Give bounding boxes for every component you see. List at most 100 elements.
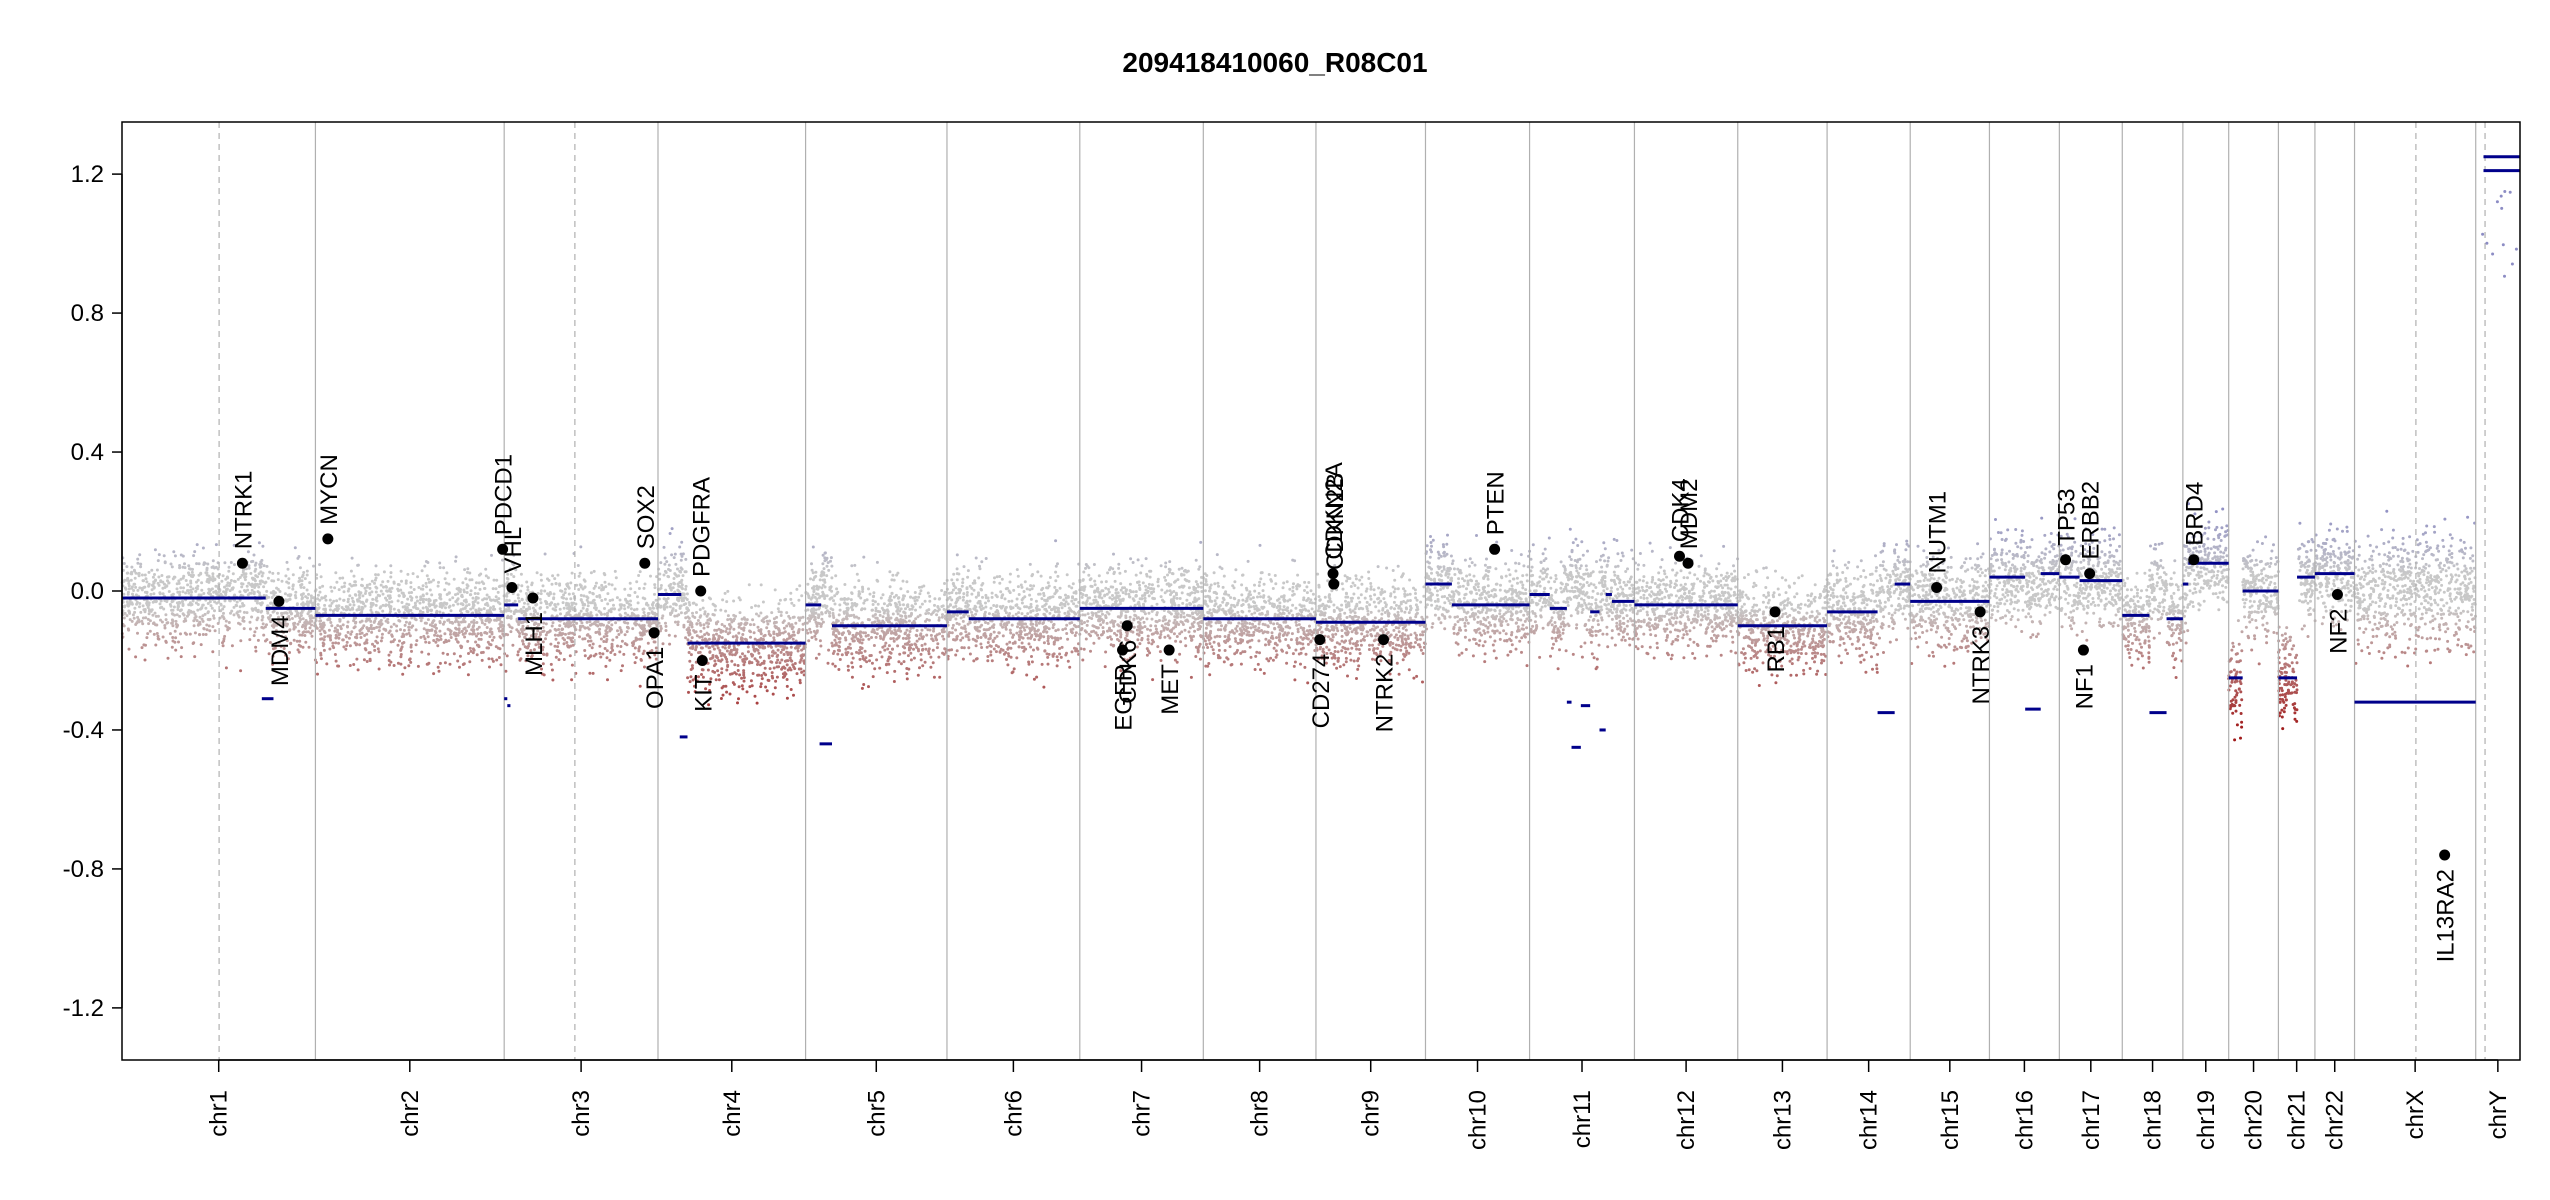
probe-point bbox=[337, 664, 341, 668]
probe-point bbox=[896, 605, 900, 609]
probe-point bbox=[520, 584, 524, 588]
probe-point bbox=[358, 596, 362, 600]
probe-point bbox=[246, 550, 250, 554]
probe-point bbox=[857, 579, 861, 583]
probe-point bbox=[1054, 579, 1058, 583]
probe-point bbox=[255, 601, 259, 605]
probe-point bbox=[193, 612, 197, 616]
probe-point bbox=[284, 653, 288, 657]
probe-point bbox=[1003, 622, 1007, 626]
probe-point bbox=[891, 612, 895, 616]
probe-point bbox=[489, 598, 492, 602]
probe-point bbox=[781, 621, 785, 624]
probe-point bbox=[291, 573, 295, 577]
probe-point bbox=[1073, 611, 1077, 615]
probe-point bbox=[490, 553, 493, 557]
probe-point bbox=[238, 598, 242, 602]
probe-point bbox=[554, 637, 558, 641]
probe-point bbox=[923, 642, 927, 646]
probe-point bbox=[689, 622, 693, 626]
probe-point bbox=[907, 614, 911, 618]
probe-point bbox=[186, 589, 189, 593]
probe-point bbox=[723, 624, 727, 628]
probe-point bbox=[261, 544, 265, 548]
probe-point bbox=[181, 604, 185, 607]
probe-point bbox=[307, 621, 311, 625]
probe-point bbox=[637, 574, 641, 577]
probe-point bbox=[682, 625, 686, 629]
probe-point bbox=[645, 651, 649, 655]
probe-point bbox=[494, 645, 498, 649]
probe-point bbox=[605, 638, 609, 641]
probe-point bbox=[262, 564, 266, 568]
probe-point bbox=[253, 579, 257, 583]
probe-point bbox=[352, 574, 356, 578]
probe-point bbox=[318, 598, 322, 602]
probe-point bbox=[454, 637, 458, 641]
probe-point bbox=[544, 622, 548, 626]
probe-point bbox=[766, 622, 770, 626]
probe-point bbox=[166, 656, 170, 660]
probe-point bbox=[153, 611, 157, 615]
probe-point bbox=[647, 623, 651, 627]
probe-point bbox=[889, 631, 893, 635]
probe-point bbox=[275, 611, 279, 615]
probe-point bbox=[1028, 562, 1032, 566]
probe-point bbox=[970, 592, 974, 596]
probe-point bbox=[379, 620, 382, 623]
probe-point bbox=[719, 697, 723, 700]
probe-point bbox=[178, 614, 182, 618]
probe-point bbox=[307, 610, 311, 614]
probe-point bbox=[390, 633, 394, 637]
probe-point bbox=[441, 622, 445, 626]
probe-point bbox=[316, 672, 319, 676]
probe-point bbox=[136, 615, 140, 619]
probe-point bbox=[779, 650, 783, 654]
probe-point bbox=[615, 596, 619, 600]
probe-point bbox=[1068, 665, 1072, 669]
probe-point bbox=[1049, 635, 1053, 639]
probe-point bbox=[713, 659, 717, 663]
probe-point bbox=[875, 627, 879, 631]
probe-point bbox=[422, 597, 426, 601]
probe-point bbox=[382, 570, 386, 574]
probe-point bbox=[1070, 599, 1074, 603]
probe-point bbox=[147, 609, 151, 613]
probe-point bbox=[1009, 631, 1013, 635]
probe-point bbox=[365, 632, 369, 636]
probe-point bbox=[126, 627, 130, 631]
probe-point bbox=[258, 593, 262, 597]
probe-point bbox=[837, 632, 841, 635]
probe-point bbox=[635, 580, 639, 584]
probe-point bbox=[637, 647, 641, 651]
probe-point bbox=[613, 587, 617, 591]
probe-point bbox=[321, 584, 325, 588]
probe-point bbox=[399, 569, 403, 573]
probe-point bbox=[284, 635, 288, 639]
probe-point bbox=[792, 615, 796, 619]
probe-point bbox=[789, 597, 793, 601]
probe-point bbox=[125, 571, 129, 575]
probe-point bbox=[423, 637, 427, 641]
probe-point bbox=[445, 640, 448, 644]
probe-point bbox=[904, 607, 907, 611]
probe-point bbox=[396, 661, 400, 665]
probe-point bbox=[412, 605, 416, 609]
probe-point bbox=[545, 600, 548, 604]
probe-point bbox=[404, 620, 408, 624]
probe-point bbox=[272, 579, 276, 583]
probe-point bbox=[589, 639, 593, 643]
probe-point bbox=[649, 574, 652, 578]
probe-point bbox=[919, 632, 923, 636]
probe-point bbox=[560, 628, 564, 632]
probe-point bbox=[717, 673, 721, 677]
probe-point bbox=[402, 633, 406, 637]
probe-point bbox=[806, 631, 810, 635]
probe-point bbox=[130, 570, 134, 574]
probe-point bbox=[921, 637, 925, 641]
probe-point bbox=[132, 589, 136, 592]
probe-point bbox=[416, 607, 420, 611]
probe-point bbox=[663, 569, 667, 573]
probe-point bbox=[779, 631, 783, 635]
probe-point bbox=[175, 613, 179, 617]
